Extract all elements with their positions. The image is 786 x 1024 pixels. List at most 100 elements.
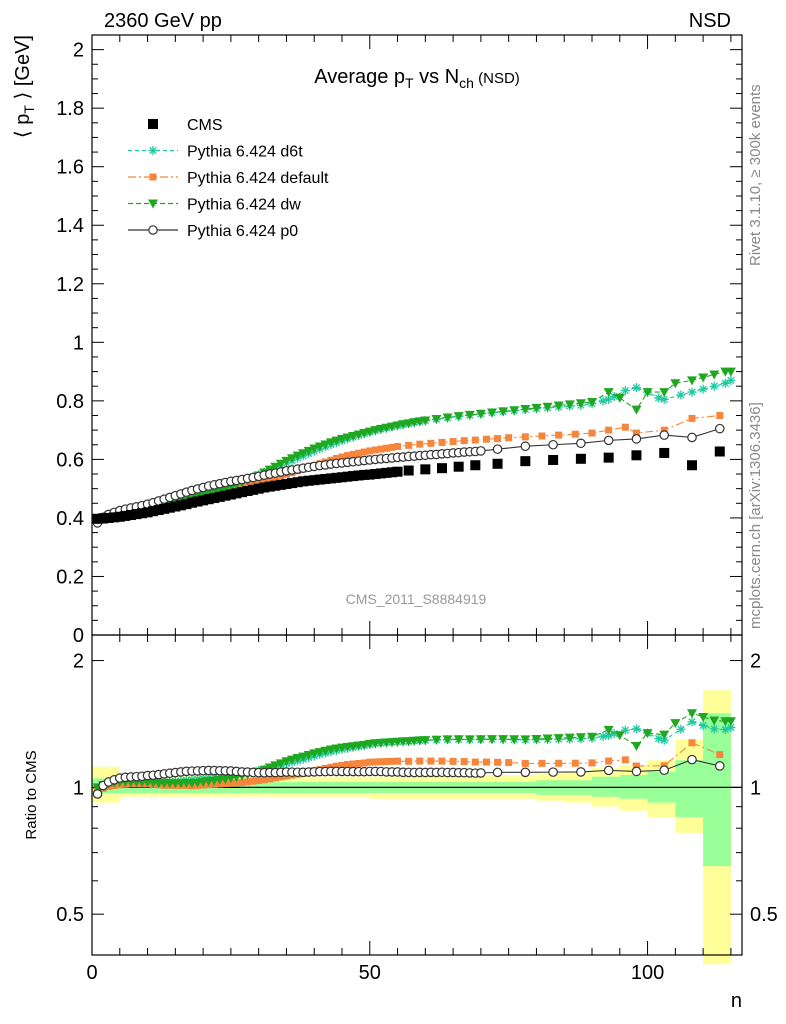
plot-title: Average pT vs Nch (NSD) xyxy=(314,66,520,91)
ratio-y-tick-label: 0.5 xyxy=(56,904,84,926)
ratio-point xyxy=(631,766,642,777)
data-point xyxy=(687,432,697,443)
ratio-point xyxy=(431,735,442,745)
ratio-point xyxy=(492,767,503,778)
data-point xyxy=(209,493,220,504)
data-point xyxy=(281,478,292,489)
data-point xyxy=(471,436,479,444)
ratio-point xyxy=(303,751,314,761)
ratio-point xyxy=(538,759,546,767)
y-tick-label: 0 xyxy=(73,625,84,647)
data-point xyxy=(509,406,520,416)
data-point xyxy=(427,439,435,447)
data-point xyxy=(170,501,181,512)
ratio-point xyxy=(553,734,564,744)
ratio-point xyxy=(509,735,520,745)
data-point xyxy=(203,494,214,505)
data-point xyxy=(538,432,546,440)
ratio-point xyxy=(620,725,630,735)
ratio-y-tick-label: 1 xyxy=(750,777,761,799)
ratio-point xyxy=(320,746,331,756)
ratio-point xyxy=(709,724,719,734)
data-point xyxy=(726,375,736,385)
ratio-point xyxy=(709,716,720,726)
data-point xyxy=(659,447,670,458)
y-tick-label: 1.2 xyxy=(56,274,84,296)
ratio-point xyxy=(687,754,697,765)
data-point xyxy=(338,453,346,461)
data-point xyxy=(505,434,513,442)
ratio-point xyxy=(726,722,736,732)
ratio-point xyxy=(531,734,542,744)
data-point xyxy=(298,449,309,459)
data-point xyxy=(476,446,486,456)
ratio-point xyxy=(420,736,431,746)
data-point xyxy=(460,437,468,445)
data-point xyxy=(137,508,147,519)
data-point xyxy=(331,436,342,446)
ratio-point xyxy=(382,758,390,766)
data-point xyxy=(614,393,625,403)
ratio-frame xyxy=(91,634,743,956)
tick-marks xyxy=(91,35,742,955)
data-point xyxy=(437,463,447,474)
legend-marker xyxy=(148,119,158,129)
data-point xyxy=(387,467,397,478)
data-point xyxy=(388,443,396,451)
data-point xyxy=(231,488,242,499)
ratio-point xyxy=(614,731,625,741)
ratio-point xyxy=(659,765,670,776)
ratio-point xyxy=(555,759,563,767)
data-point xyxy=(521,433,529,441)
data-point xyxy=(714,446,725,457)
ratio-point xyxy=(542,734,553,744)
data-point xyxy=(431,415,442,424)
data-point xyxy=(575,453,586,464)
data-point xyxy=(487,408,497,418)
ratio-point xyxy=(244,778,252,786)
ratio-point xyxy=(453,735,464,745)
data-point xyxy=(553,401,564,411)
data-point xyxy=(270,462,281,472)
data-point xyxy=(392,466,403,477)
ratio-point xyxy=(494,758,502,766)
data-point xyxy=(371,446,379,454)
data-point xyxy=(270,480,281,491)
data-point xyxy=(576,438,586,449)
data-point xyxy=(620,386,630,396)
ratio-point xyxy=(238,779,246,787)
x-tick-label: 50 xyxy=(359,962,381,984)
data-point xyxy=(687,376,697,386)
legend-label: CMS xyxy=(187,117,223,134)
data-point xyxy=(260,477,268,485)
data-point xyxy=(364,469,375,480)
data-point xyxy=(470,460,481,471)
data-point xyxy=(720,378,730,388)
x-axis-label: n xyxy=(731,990,742,1012)
data-point xyxy=(92,513,103,524)
ratio-y-tick-label: 2 xyxy=(73,651,84,673)
ratio-point xyxy=(498,735,509,745)
ratio-point xyxy=(621,756,629,764)
data-point xyxy=(309,475,320,486)
y-tick-label: 1.4 xyxy=(56,215,84,237)
legend-marker xyxy=(148,199,158,209)
ratio-point xyxy=(371,758,379,766)
data-point xyxy=(325,438,336,448)
data-point xyxy=(632,429,640,437)
ratio-point xyxy=(571,759,579,767)
data-point xyxy=(255,479,263,487)
ratio-point xyxy=(344,761,352,769)
ratio-point xyxy=(687,717,697,727)
data-point xyxy=(654,393,664,403)
data-point xyxy=(405,441,413,449)
data-point xyxy=(659,394,669,404)
y-tick-label: 0.8 xyxy=(56,391,84,413)
data-point xyxy=(604,394,614,404)
data-point xyxy=(314,442,325,452)
ratio-point xyxy=(405,757,413,765)
ratio-point xyxy=(659,730,670,740)
ratio-point xyxy=(476,768,486,778)
data-point xyxy=(442,413,453,423)
data-point xyxy=(449,438,457,446)
